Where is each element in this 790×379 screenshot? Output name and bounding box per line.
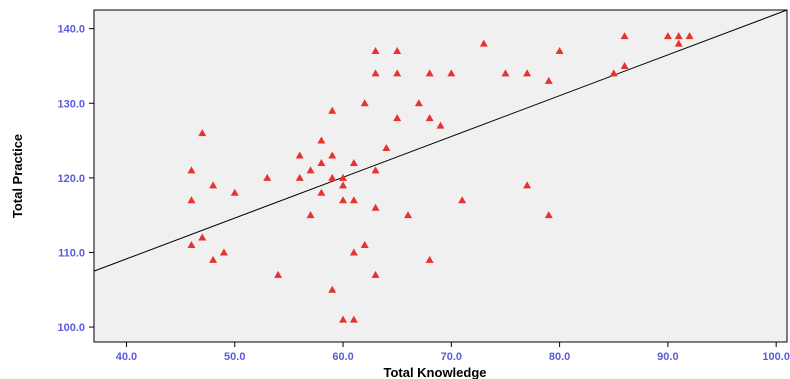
data-point [371, 166, 380, 174]
data-point [230, 188, 239, 196]
x-tick-label: 90.0 [657, 351, 678, 363]
data-point [349, 158, 358, 166]
data-point [425, 255, 434, 263]
data-point [523, 69, 532, 77]
data-point [620, 61, 629, 69]
data-point [317, 188, 326, 196]
data-point [306, 166, 315, 174]
fit-line [93, 9, 788, 272]
data-point [328, 173, 337, 181]
points-group [187, 32, 694, 323]
data-point [360, 241, 369, 249]
data-point [187, 196, 196, 204]
data-point [317, 136, 326, 144]
data-point [339, 181, 348, 189]
fit-line-group [93, 9, 788, 272]
data-point [371, 203, 380, 211]
data-point [371, 47, 380, 55]
data-point [458, 196, 467, 204]
data-point [295, 151, 304, 159]
data-point [263, 173, 272, 181]
data-point [414, 99, 423, 107]
data-point [306, 211, 315, 219]
data-point [339, 173, 348, 181]
data-point [328, 151, 337, 159]
data-point [501, 69, 510, 77]
data-point [544, 76, 553, 84]
data-point [219, 248, 228, 256]
y-tick-label: 140.0 [57, 24, 85, 36]
data-point [425, 69, 434, 77]
data-point [360, 99, 369, 107]
data-point [393, 69, 402, 77]
data-point [544, 211, 553, 219]
data-point [295, 173, 304, 181]
data-point [274, 270, 283, 278]
data-point [339, 196, 348, 204]
y-tick-label: 120.0 [57, 173, 85, 185]
x-axis: 40.0 50.0 60.0 70.0 80.0 90.0 100.0 [116, 342, 790, 363]
data-point [317, 158, 326, 166]
data-point [371, 270, 380, 278]
data-point [555, 47, 564, 55]
data-point [447, 69, 456, 77]
data-point [479, 39, 488, 47]
data-point [328, 285, 337, 293]
x-axis-title: Total Knowledge [383, 365, 486, 379]
data-point [393, 47, 402, 55]
data-point [187, 166, 196, 174]
data-point [425, 114, 434, 122]
data-point [620, 32, 629, 40]
y-tick-label: 110.0 [58, 247, 85, 259]
data-point [198, 233, 207, 241]
data-point [328, 106, 337, 114]
data-point [339, 315, 348, 323]
y-axis-title: Total Practice [10, 134, 25, 218]
x-tick-label: 100.0 [762, 351, 790, 363]
data-point [349, 248, 358, 256]
data-point [382, 144, 391, 152]
data-point [523, 181, 532, 189]
x-tick-label: 60.0 [332, 351, 353, 363]
y-tick-label: 130.0 [57, 98, 85, 110]
data-point [404, 211, 413, 219]
data-point [663, 32, 672, 40]
data-point [209, 181, 218, 189]
data-point [674, 32, 683, 40]
y-tick-label: 100.0 [57, 322, 85, 334]
data-point [436, 121, 445, 129]
data-point [371, 69, 380, 77]
data-point [674, 39, 683, 47]
x-tick-label: 50.0 [224, 351, 245, 363]
data-point [349, 196, 358, 204]
data-point [198, 129, 207, 137]
data-point [609, 69, 618, 77]
plot-area [93, 9, 788, 343]
y-axis: 100.0 110.0 120.0 130.0 140.0 [57, 24, 94, 334]
data-point [393, 114, 402, 122]
data-point [209, 255, 218, 263]
x-tick-label: 80.0 [549, 351, 570, 363]
x-tick-label: 40.0 [116, 351, 137, 363]
data-point [685, 32, 694, 40]
x-tick-label: 70.0 [441, 351, 462, 363]
data-point [187, 241, 196, 249]
data-point [349, 315, 358, 323]
